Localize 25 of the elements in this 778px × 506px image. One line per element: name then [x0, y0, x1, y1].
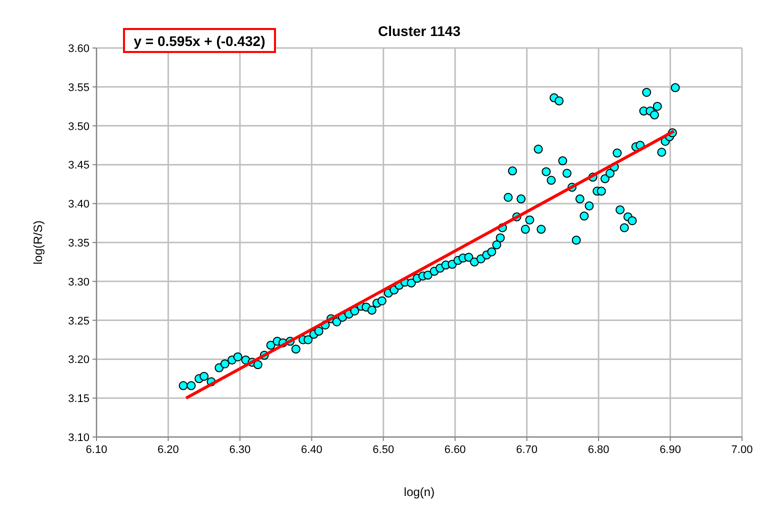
x-tick-label: 6.60 [444, 444, 466, 456]
x-tick-label: 7.00 [731, 444, 753, 456]
x-tick-label: 6.10 [86, 444, 108, 456]
x-tick-label: 6.30 [229, 444, 251, 456]
x-tick-label: 6.80 [588, 444, 610, 456]
x-tick-label: 6.50 [372, 444, 394, 456]
y-axis-title: log(R/S) [31, 220, 45, 265]
y-tick-label: 3.40 [68, 198, 90, 211]
x-tick-label: 6.90 [660, 444, 681, 456]
chart-title: Cluster 1143 [378, 23, 461, 39]
x-axis-title: log(n) [404, 485, 435, 499]
y-tick-label: 3.60 [68, 43, 90, 55]
x-tick-label: 6.40 [300, 444, 322, 456]
y-tick-label: 3.30 [68, 276, 90, 288]
y-tick-label: 3.45 [68, 160, 90, 172]
y-tick-label: 3.50 [68, 120, 90, 133]
x-tick-label: 6.70 [516, 444, 538, 456]
y-tick-label: 3.20 [68, 354, 90, 366]
y-tick-label: 3.15 [68, 393, 90, 406]
y-tick-label: 3.35 [68, 238, 90, 250]
y-tick-label: 3.55 [68, 82, 90, 94]
y-tick-label: 3.10 [68, 432, 90, 444]
annotation: y = 0.595x + (-0.432) [134, 33, 266, 49]
y-tick-label: 3.25 [68, 315, 90, 328]
x-tick-label: 6.20 [158, 444, 179, 456]
